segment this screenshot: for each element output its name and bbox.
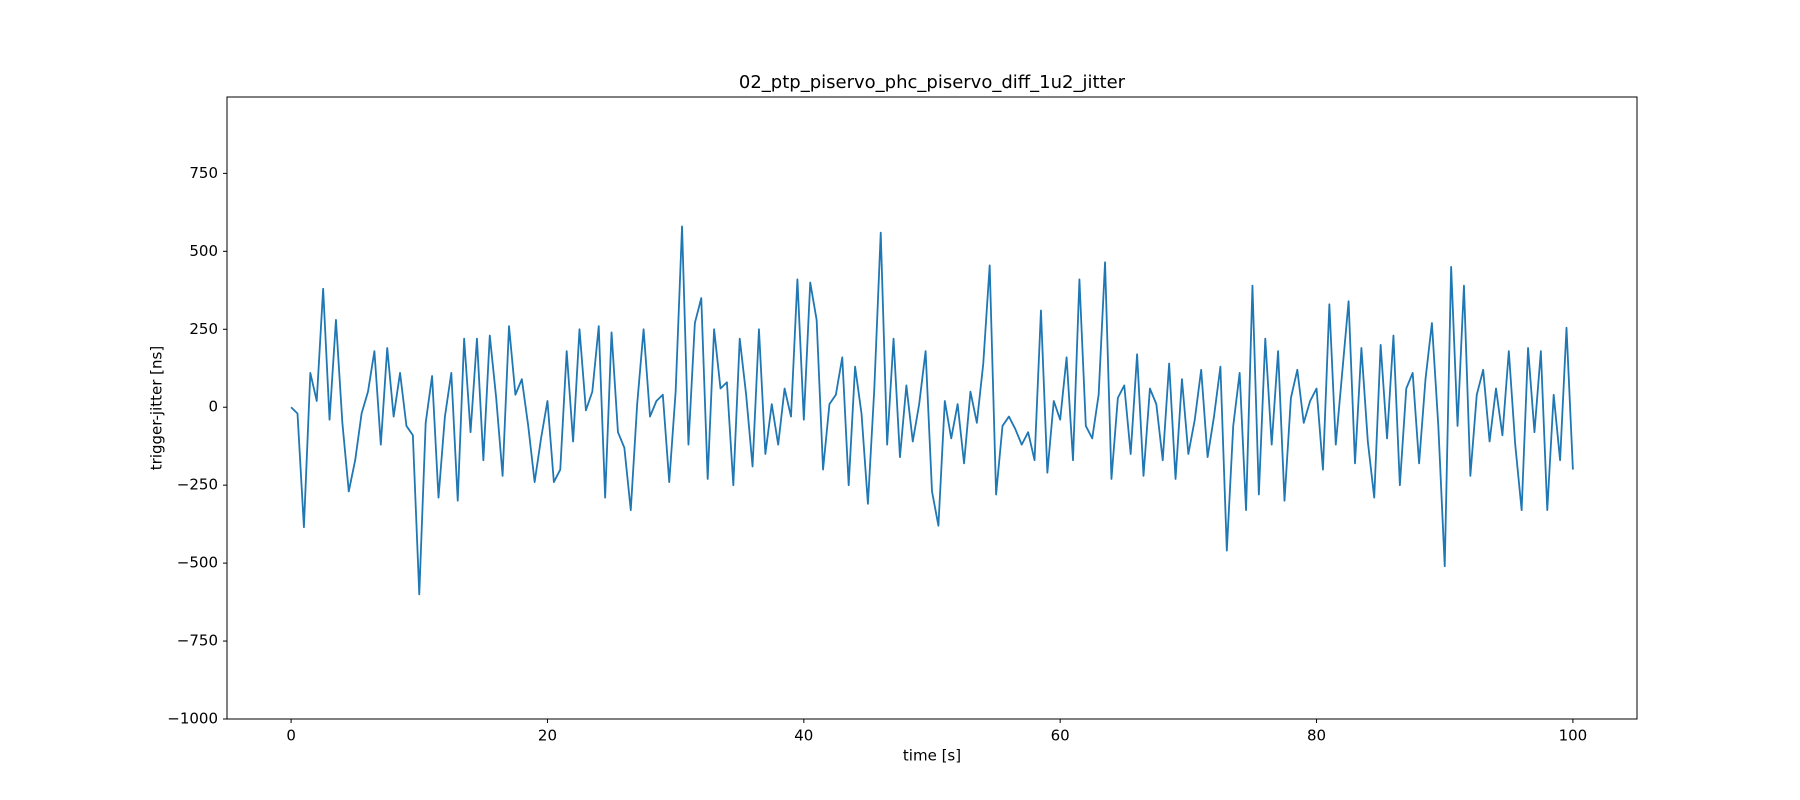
y-tick-label: 750	[189, 164, 218, 182]
y-axis-label: trigger-jitter [ns]	[148, 346, 166, 470]
x-tick-label: 20	[538, 727, 557, 745]
x-tick-label: 60	[1051, 727, 1070, 745]
y-tick-label: 250	[189, 320, 218, 338]
x-axis-label: time [s]	[903, 747, 961, 765]
plot-frame	[226, 96, 1638, 720]
y-tick-label: −750	[177, 632, 218, 650]
x-tick-label: 100	[1559, 727, 1588, 745]
y-tick-label: 0	[208, 398, 218, 416]
data-line	[290, 225, 1574, 596]
x-tick-label: 40	[794, 727, 813, 745]
y-tick-label: −1000	[167, 710, 218, 728]
x-tick-label: 0	[286, 727, 296, 745]
y-tick-label: 500	[189, 242, 218, 260]
y-tick-label: −250	[177, 476, 218, 494]
x-tick-label: 80	[1307, 727, 1326, 745]
y-tick-label: −500	[177, 554, 218, 572]
chart-title: 02_ptp_piservo_phc_piservo_diff_1u2_jitt…	[739, 72, 1126, 93]
